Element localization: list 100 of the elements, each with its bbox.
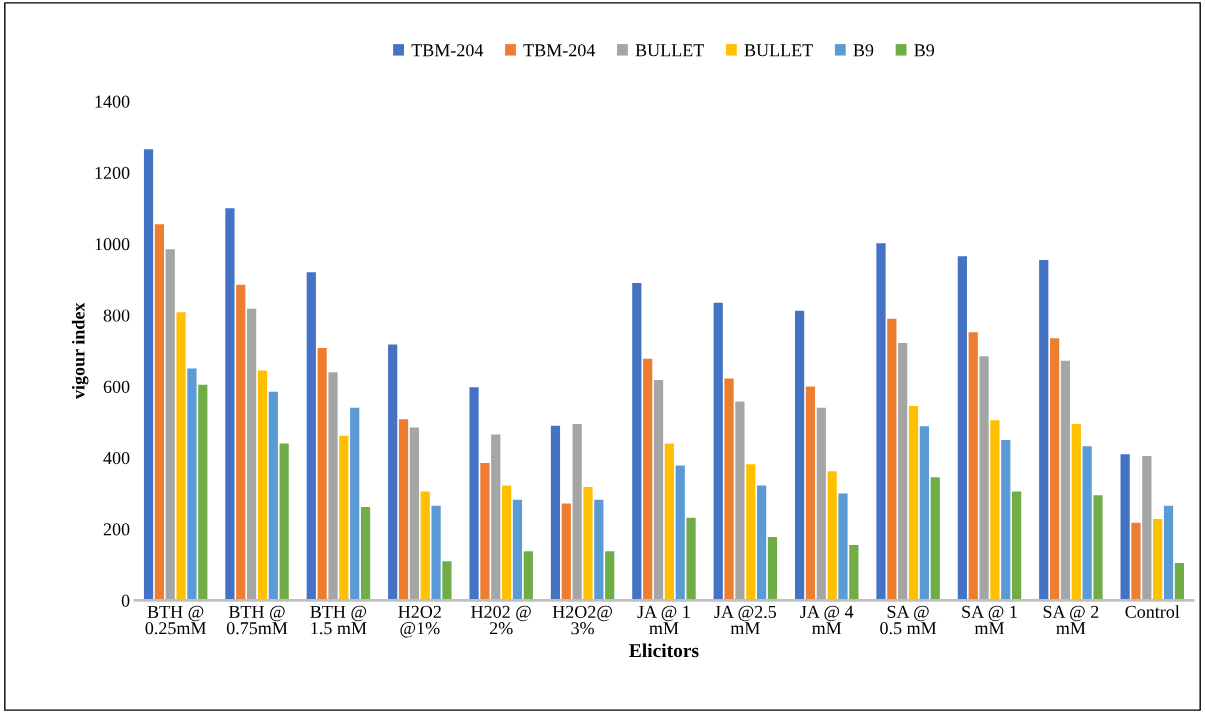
- bar: [653, 380, 664, 601]
- x-tick-label: JA @ 1 mM: [637, 605, 690, 635]
- x-tick-label: SA @ 2 mM: [1043, 605, 1099, 635]
- x-tick-label: SA @ 1 mM: [962, 605, 1017, 635]
- bar: [1039, 259, 1049, 601]
- x-tick-label: H202 @ 2%: [471, 605, 531, 635]
- bar: [225, 208, 235, 601]
- legend-label: BULLET: [744, 44, 813, 57]
- bar: [757, 485, 767, 601]
- y-tick-label: 200: [103, 523, 130, 536]
- x-tick-label: JA @ 4 mM: [800, 605, 854, 635]
- bar: [1012, 491, 1022, 601]
- bar: [398, 419, 409, 601]
- bar: [143, 149, 154, 601]
- bar: [979, 356, 989, 601]
- bar: [236, 284, 246, 601]
- bar: [1060, 360, 1071, 601]
- bar: [805, 386, 816, 601]
- bar: [550, 425, 561, 601]
- bar: [1163, 505, 1174, 601]
- y-tick-label: 800: [103, 309, 130, 322]
- y-tick-label: 1200: [95, 166, 130, 179]
- bar: [713, 302, 723, 601]
- bar: [990, 420, 1000, 601]
- bar: [1001, 439, 1011, 601]
- bar: [328, 372, 338, 601]
- bar: [1174, 562, 1184, 601]
- bar: [491, 434, 501, 601]
- bar: [794, 310, 805, 601]
- bar: [876, 243, 886, 601]
- bar: [512, 499, 523, 601]
- y-tick-label: 1400: [95, 95, 130, 108]
- bar: [1082, 446, 1092, 601]
- legend-label: B9: [914, 44, 935, 57]
- bar: [420, 491, 430, 601]
- y-tick-label: 0: [121, 594, 130, 607]
- bar: [908, 406, 919, 601]
- bar: [268, 391, 278, 601]
- bar: [827, 471, 837, 601]
- bar: [724, 378, 734, 601]
- bar: [632, 283, 642, 601]
- legend-label: BULLET: [635, 44, 704, 57]
- bar: [675, 465, 685, 601]
- bar: [442, 561, 452, 601]
- bar: [1071, 423, 1081, 601]
- bar: [1049, 338, 1060, 601]
- bar: [247, 308, 257, 601]
- bar: [388, 344, 398, 601]
- bar: [279, 443, 289, 601]
- y-axis-title: vigour index: [71, 302, 89, 400]
- bar: [198, 384, 208, 601]
- bar: [306, 272, 316, 601]
- bar: [930, 477, 940, 601]
- bar: [767, 536, 778, 601]
- legend-label: B9: [853, 44, 874, 57]
- bar: [968, 332, 978, 601]
- x-tick-label: BTH @ 0.75mM: [226, 605, 288, 635]
- bar: [1131, 522, 1141, 601]
- bar: [317, 347, 327, 601]
- legend-label: TBM-204: [523, 44, 596, 57]
- bar: [898, 342, 908, 601]
- bar: [643, 358, 653, 601]
- y-tick-label: 600: [103, 380, 130, 393]
- bar: [849, 545, 859, 601]
- bar: [409, 427, 419, 601]
- x-tick-label: SA @ 0.5 mM: [880, 605, 937, 635]
- bar: [154, 224, 164, 601]
- bar: [887, 318, 897, 601]
- bar: [176, 312, 186, 601]
- x-tick-label: H2O2 @1%: [398, 605, 441, 638]
- bar: [469, 387, 479, 601]
- bar: [605, 551, 615, 601]
- bar: [686, 517, 696, 601]
- bar: [523, 551, 533, 601]
- bar: [187, 368, 197, 601]
- bar: [572, 423, 582, 601]
- x-tick-label: Control: [1125, 605, 1180, 618]
- x-tick-label: BTH @ 1.5 mM: [310, 605, 367, 635]
- bar: [360, 506, 371, 601]
- bar: [502, 485, 512, 601]
- x-tick-label: H2O2@ 3%: [552, 605, 612, 635]
- bar: [838, 493, 848, 601]
- y-tick-label: 400: [103, 452, 130, 465]
- bar: [594, 499, 604, 601]
- legend-label: TBM-204: [411, 44, 484, 57]
- x-tick-label: BTH @ 0.25mM: [145, 605, 206, 635]
- bar: [1093, 495, 1103, 601]
- bar: [735, 401, 745, 601]
- bar: [919, 426, 929, 601]
- bar: [746, 464, 756, 601]
- bar: [1142, 455, 1152, 601]
- bar: [431, 505, 441, 601]
- bar: [1120, 454, 1130, 601]
- bar: [561, 503, 571, 601]
- bar: [664, 443, 674, 601]
- x-tick-label: JA @2.5 mM: [714, 605, 777, 635]
- y-tick-label: 1000: [95, 238, 130, 251]
- bar: [350, 407, 360, 601]
- bar: [257, 370, 268, 601]
- bar: [583, 486, 593, 601]
